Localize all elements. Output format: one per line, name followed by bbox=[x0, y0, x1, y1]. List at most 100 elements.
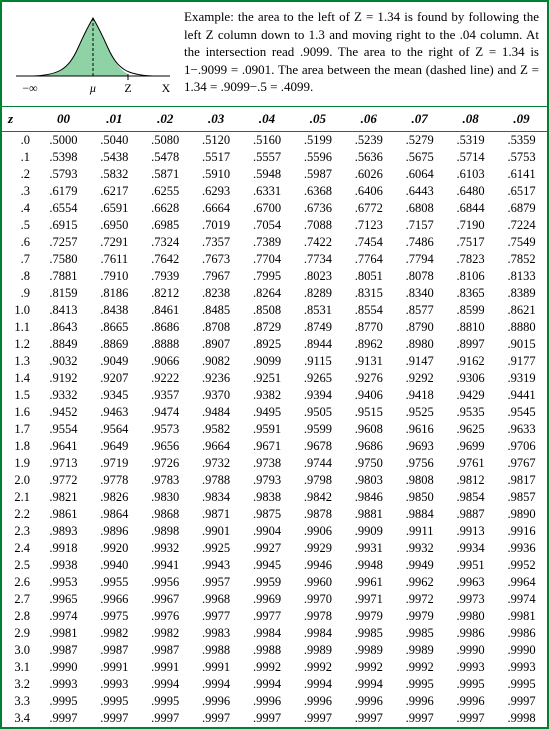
table-row: .5.6915.6950.6985.7019.7054.7088.7123.71… bbox=[2, 217, 547, 234]
table-row: 2.1.9821.9826.9830.9834.9838.9842.9846.9… bbox=[2, 489, 547, 506]
column-header: .08 bbox=[445, 107, 496, 132]
probability-cell: .9979 bbox=[394, 608, 445, 625]
column-header: .04 bbox=[242, 107, 293, 132]
probability-cell: .9927 bbox=[242, 540, 293, 557]
probability-cell: .7642 bbox=[140, 251, 191, 268]
probability-cell: .8389 bbox=[496, 285, 547, 302]
probability-cell: .9986 bbox=[496, 625, 547, 642]
probability-cell: .6255 bbox=[140, 183, 191, 200]
probability-cell: .9943 bbox=[191, 557, 242, 574]
probability-cell: .9887 bbox=[445, 506, 496, 523]
probability-cell: .8770 bbox=[343, 319, 394, 336]
probability-cell: .9406 bbox=[343, 387, 394, 404]
probability-cell: .9418 bbox=[394, 387, 445, 404]
probability-cell: .7704 bbox=[242, 251, 293, 268]
probability-cell: .9738 bbox=[242, 455, 293, 472]
column-header: .02 bbox=[140, 107, 191, 132]
probability-cell: .9995 bbox=[89, 693, 140, 710]
table-row: 2.5.9938.9940.9941.9943.9945.9946.9948.9… bbox=[2, 557, 547, 574]
probability-cell: .6700 bbox=[242, 200, 293, 217]
column-header: 00 bbox=[38, 107, 89, 132]
probability-cell: .7939 bbox=[140, 268, 191, 285]
probability-cell: .9535 bbox=[445, 404, 496, 421]
probability-cell: .9966 bbox=[89, 591, 140, 608]
column-header: .05 bbox=[292, 107, 343, 132]
probability-cell: .7422 bbox=[292, 234, 343, 251]
probability-cell: .9981 bbox=[496, 608, 547, 625]
probability-cell: .9525 bbox=[394, 404, 445, 421]
probability-cell: .9932 bbox=[140, 540, 191, 557]
probability-cell: .9978 bbox=[292, 608, 343, 625]
probability-cell: .9904 bbox=[242, 523, 293, 540]
probability-cell: .9896 bbox=[89, 523, 140, 540]
probability-cell: .9719 bbox=[89, 455, 140, 472]
probability-cell: .7190 bbox=[445, 217, 496, 234]
mu-label: µ bbox=[90, 81, 97, 95]
probability-cell: .7764 bbox=[343, 251, 394, 268]
z-value-cell: .3 bbox=[2, 183, 38, 200]
z-value-cell: .0 bbox=[2, 132, 38, 150]
probability-cell: .9830 bbox=[140, 489, 191, 506]
probability-cell: .5040 bbox=[89, 132, 140, 150]
probability-cell: .9913 bbox=[445, 523, 496, 540]
probability-cell: .9977 bbox=[191, 608, 242, 625]
probability-cell: .9990 bbox=[496, 642, 547, 659]
probability-cell: .9131 bbox=[343, 353, 394, 370]
probability-cell: .9890 bbox=[496, 506, 547, 523]
probability-cell: .9932 bbox=[394, 540, 445, 557]
probability-cell: .7291 bbox=[89, 234, 140, 251]
probability-cell: .9994 bbox=[292, 676, 343, 693]
z-value-cell: .7 bbox=[2, 251, 38, 268]
probability-cell: .9893 bbox=[38, 523, 89, 540]
table-header-row: z 00.01.02.03.04.05.06.07.08.09 bbox=[2, 107, 547, 132]
probability-cell: .9997 bbox=[140, 710, 191, 727]
probability-cell: .9066 bbox=[140, 353, 191, 370]
probability-cell: .9969 bbox=[242, 591, 293, 608]
probability-cell: .9783 bbox=[140, 472, 191, 489]
probability-cell: .9976 bbox=[140, 608, 191, 625]
probability-cell: .9990 bbox=[38, 659, 89, 676]
probability-cell: .9842 bbox=[292, 489, 343, 506]
probability-cell: .9996 bbox=[242, 693, 293, 710]
probability-cell: .9973 bbox=[445, 591, 496, 608]
probability-cell: .5987 bbox=[292, 166, 343, 183]
probability-cell: .9699 bbox=[445, 438, 496, 455]
z-value-cell: 2.8 bbox=[2, 608, 38, 625]
probability-cell: .5871 bbox=[140, 166, 191, 183]
probability-cell: .8078 bbox=[394, 268, 445, 285]
probability-cell: .9996 bbox=[292, 693, 343, 710]
probability-cell: .7123 bbox=[343, 217, 394, 234]
probability-cell: .9977 bbox=[242, 608, 293, 625]
probability-cell: .9207 bbox=[89, 370, 140, 387]
probability-cell: .5120 bbox=[191, 132, 242, 150]
probability-cell: .9934 bbox=[445, 540, 496, 557]
z-value-cell: .9 bbox=[2, 285, 38, 302]
probability-cell: .7910 bbox=[89, 268, 140, 285]
table-row: 2.6.9953.9955.9956.9957.9959.9960.9961.9… bbox=[2, 574, 547, 591]
probability-cell: .9793 bbox=[242, 472, 293, 489]
probability-cell: .9948 bbox=[343, 557, 394, 574]
example-text: Example: the area to the left of Z = 1.3… bbox=[178, 8, 539, 102]
probability-cell: .9959 bbox=[242, 574, 293, 591]
probability-cell: .9846 bbox=[343, 489, 394, 506]
probability-cell: .6915 bbox=[38, 217, 89, 234]
probability-cell: .9996 bbox=[191, 693, 242, 710]
column-header: .01 bbox=[89, 107, 140, 132]
probability-cell: .9980 bbox=[445, 608, 496, 625]
probability-cell: .9834 bbox=[191, 489, 242, 506]
probability-cell: .6331 bbox=[242, 183, 293, 200]
probability-cell: .5438 bbox=[89, 149, 140, 166]
probability-cell: .9678 bbox=[292, 438, 343, 455]
probability-cell: .9147 bbox=[394, 353, 445, 370]
probability-cell: .8577 bbox=[394, 302, 445, 319]
probability-cell: .9162 bbox=[445, 353, 496, 370]
probability-cell: .8944 bbox=[292, 336, 343, 353]
probability-cell: .9992 bbox=[343, 659, 394, 676]
probability-cell: .6772 bbox=[343, 200, 394, 217]
probability-cell: .8729 bbox=[242, 319, 293, 336]
probability-cell: .6443 bbox=[394, 183, 445, 200]
probability-cell: .6406 bbox=[343, 183, 394, 200]
probability-cell: .9878 bbox=[292, 506, 343, 523]
probability-cell: .8186 bbox=[89, 285, 140, 302]
probability-cell: .9901 bbox=[191, 523, 242, 540]
